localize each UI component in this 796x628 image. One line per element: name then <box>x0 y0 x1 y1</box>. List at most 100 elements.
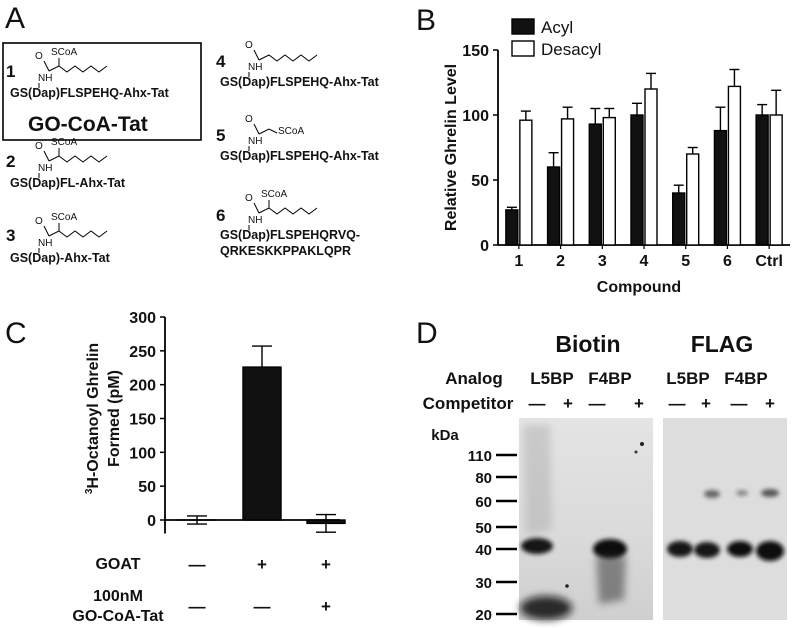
speck <box>640 442 644 446</box>
amide-nh: NH <box>38 163 52 174</box>
analog-f4bp: F4BP <box>588 369 631 388</box>
marker-110: 110 <box>468 448 492 465</box>
marker-80: 80 <box>475 470 492 487</box>
alkyl-chain <box>43 148 108 163</box>
compound-number: 6 <box>216 206 225 225</box>
competitor-sign: — <box>589 394 606 413</box>
compound-3: 3 O SCoA NH GS(Dap)-Ahx-Tat <box>6 212 111 265</box>
panel-a: A 1 O SCoA NH GS(Dap)FLSPEHQ-Ahx-Tat GO-CoA-T… <box>2 2 380 265</box>
x-axis-label: Compound <box>597 279 681 296</box>
smear-biotin-lane1 <box>523 425 552 535</box>
panel-c-chart: C 0 50 100 150 200 250 300 3H-Octanoyl Ghrelin F… <box>5 310 346 625</box>
peptide-sequence: QRKESKKPPAKLQPR <box>220 244 351 258</box>
y-tick-label: 150 <box>129 412 156 429</box>
amide-nh: NH <box>38 73 52 84</box>
compound-number: 1 <box>6 62 15 81</box>
panel-a-letter: A <box>5 2 25 35</box>
condition-goat-label: GOAT <box>95 556 140 573</box>
compound-name: GO-CoA-Tat <box>28 113 148 136</box>
carbonyl-oxygen: O <box>35 51 43 62</box>
bar-acyl-5 <box>672 192 686 246</box>
competitor-sign: — <box>529 394 546 413</box>
peptide-sequence: GS(Dap)FLSPEHQ-Ahx-Tat <box>10 86 170 100</box>
marker-20: 20 <box>475 607 492 624</box>
y-axis-label-line-1: H-Octanoyl Ghrelin <box>85 343 102 489</box>
smear-biotin-f4bp <box>596 556 626 604</box>
analog-label: Analog <box>445 369 503 388</box>
compound-number: 3 <box>6 226 15 245</box>
scoa-label: SCoA <box>261 189 287 200</box>
bar-acyl-Ctrl <box>755 114 769 246</box>
band-biotin-f4bp-minus <box>593 539 627 559</box>
panel-b-letter: B <box>416 4 436 37</box>
analog-l5bp: L5BP <box>530 369 573 388</box>
x-tick-label: 1 <box>514 253 523 270</box>
peptide-sequence: GS(Dap)-Ahx-Tat <box>10 251 111 265</box>
band-flag-f4bp-minus <box>727 541 753 557</box>
y-tick-label: 50 <box>471 173 489 190</box>
marker-60: 60 <box>475 494 492 511</box>
carbonyl-oxygen: O <box>35 141 43 152</box>
condition-goat-sign: + <box>257 555 267 574</box>
compound-4: 4 O NH GS(Dap)FLSPEHQ-Ahx-Tat <box>216 40 380 89</box>
alkyl-chain <box>253 200 318 215</box>
y-tick-label: 100 <box>462 108 489 125</box>
biotin-bands <box>520 425 644 620</box>
bar-desacyl-4 <box>644 88 658 246</box>
legend-label-desacyl: Desacyl <box>541 40 601 59</box>
competitor-label: Competitor <box>423 394 514 413</box>
competitor-sign: + <box>701 394 711 413</box>
alkyl-chain <box>43 58 108 73</box>
band-flag-60-3 <box>761 489 779 497</box>
amide-nh: NH <box>248 62 262 73</box>
competitor-sign: + <box>563 394 573 413</box>
compound-2: 2 O SCoA NH GS(Dap)FL-Ahx-Tat <box>6 137 126 190</box>
panel-d: D Biotin FLAG Analog L5BP F4BP L5BP F4BP Compet… <box>416 317 787 624</box>
marker-40: 40 <box>475 542 492 559</box>
flag-blot <box>663 418 787 620</box>
group-label-flag: FLAG <box>691 331 754 357</box>
marker-50: 50 <box>475 520 492 537</box>
legend-swatch-acyl <box>511 18 535 35</box>
carbonyl-oxygen: O <box>245 193 253 204</box>
y-axis-label: 3H-Octanoyl Ghrelin <box>84 343 102 494</box>
panel-c-letter: C <box>5 317 27 350</box>
peptide-sequence: GS(Dap)FLSPEHQ-Ahx-Tat <box>220 149 380 163</box>
condition-inhibitor-sign: — <box>254 597 271 616</box>
linker <box>253 123 278 135</box>
peptide-sequence: GS(Dap)FLSPEHQRVQ- <box>220 228 360 242</box>
competitor-sign: + <box>765 394 775 413</box>
condition-inhibitor-sign: — <box>189 597 206 616</box>
bar-condition-2 <box>242 366 282 521</box>
competitor-sign: — <box>731 394 748 413</box>
flag-bands <box>667 489 784 561</box>
condition-inhibitor-sign: + <box>321 597 331 616</box>
alkyl-chain <box>253 49 318 62</box>
y-tick-label: 200 <box>129 378 156 395</box>
amide-nh: NH <box>38 238 52 249</box>
scoa-label: SCoA <box>278 126 304 137</box>
bar-acyl-4 <box>630 114 644 246</box>
condition-inhibitor-label-2: GO-CoA-Tat <box>72 608 164 625</box>
marker-30: 30 <box>475 575 492 592</box>
x-tick-label: 2 <box>556 253 565 270</box>
scoa-label: SCoA <box>51 212 77 223</box>
condition-goat-sign: + <box>321 555 331 574</box>
band-flag-60-1 <box>704 490 720 498</box>
amide-nh: NH <box>248 136 262 147</box>
carbonyl-oxygen: O <box>35 216 43 227</box>
bar-desacyl-2 <box>560 118 575 246</box>
legend-label-acyl: Acyl <box>541 18 573 37</box>
compound-5: 5 O SCoA NH GS(Dap)FLSPEHQ-Ahx-Tat <box>216 114 380 163</box>
condition-goat-sign: — <box>189 555 206 574</box>
y-axis-label-superscript: 3 <box>84 488 95 494</box>
panel-d-letter: D <box>416 317 438 350</box>
y-axis-label-line-2: Formed (pM) <box>106 370 123 467</box>
peptide-sequence: GS(Dap)FLSPEHQ-Ahx-Tat <box>220 75 380 89</box>
band-flag-l5bp-plus <box>694 542 720 558</box>
y-tick-label: 0 <box>147 513 156 530</box>
bar-desacyl-3 <box>602 116 616 246</box>
compound-6: 6 O SCoA NH GS(Dap)FLSPEHQRVQ- QRKESKKPPAKLQP… <box>216 189 360 258</box>
